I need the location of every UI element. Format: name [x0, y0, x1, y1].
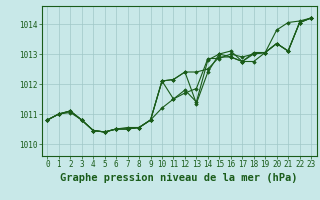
X-axis label: Graphe pression niveau de la mer (hPa): Graphe pression niveau de la mer (hPa) — [60, 173, 298, 183]
